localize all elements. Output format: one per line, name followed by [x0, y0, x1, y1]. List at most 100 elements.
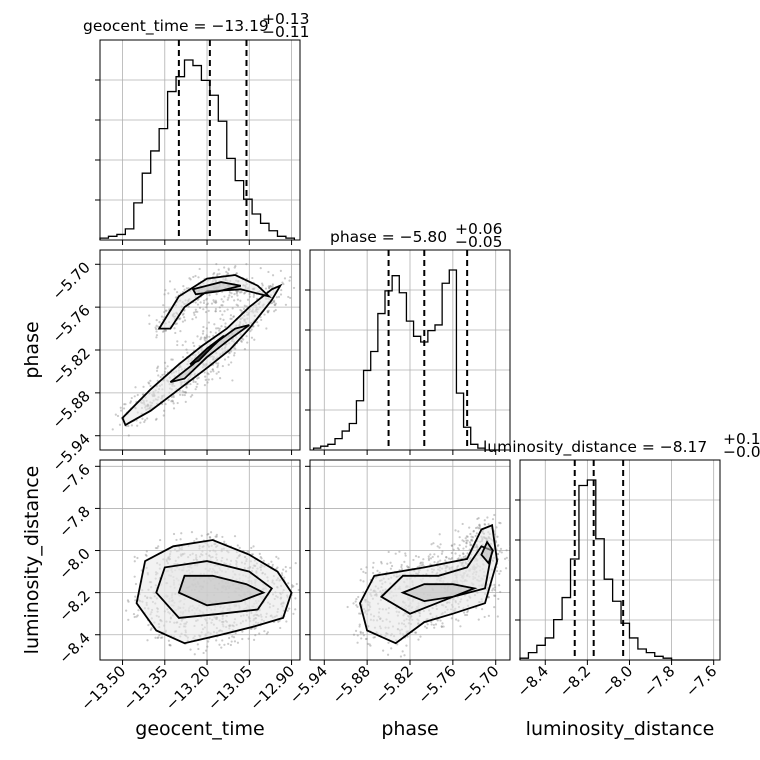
sample-point [183, 391, 186, 394]
sample-point [223, 643, 226, 646]
sample-point [450, 557, 454, 560]
sample-point [371, 566, 375, 569]
sample-point [168, 643, 171, 646]
sample-point [419, 562, 422, 565]
sample-point [219, 317, 222, 320]
sample-point [202, 301, 206, 305]
sample-point [289, 296, 292, 300]
sample-point [432, 623, 435, 627]
sample-point [170, 400, 173, 403]
sample-point [204, 649, 208, 652]
sample-point [455, 618, 458, 621]
sample-point [217, 362, 220, 365]
sample-point [493, 583, 496, 586]
sample-point [386, 653, 390, 656]
sample-point [292, 612, 295, 615]
sample-point [474, 534, 477, 538]
sample-point [127, 434, 130, 437]
sample-point [252, 293, 256, 297]
sample-point [233, 266, 236, 269]
sample-point [230, 640, 233, 643]
sample-point [233, 354, 236, 357]
sample-point [184, 340, 187, 343]
sample-point [194, 388, 197, 391]
sample-point [243, 348, 247, 351]
sample-point [193, 540, 196, 543]
sample-point [266, 310, 269, 313]
sample-point [270, 301, 274, 305]
sample-point [195, 385, 198, 388]
x-tick-label: −13.05 [204, 662, 256, 714]
sample-point [267, 285, 270, 288]
sample-point [163, 310, 166, 314]
sample-point [204, 337, 208, 340]
sample-point [429, 563, 432, 566]
sample-point [130, 396, 133, 400]
sample-point [157, 636, 160, 639]
contour-mid [155, 560, 274, 619]
sample-point [260, 557, 263, 560]
sample-point [366, 642, 369, 645]
sample-point [194, 301, 197, 304]
title-geocent-time-plus: +0.13 [262, 10, 310, 28]
sample-point [240, 340, 243, 343]
sample-point [456, 547, 460, 550]
sample-point [232, 315, 236, 318]
contour-fill [159, 275, 269, 329]
sample-point [499, 547, 503, 550]
sample-point [141, 393, 145, 396]
sample-point [227, 296, 230, 299]
sample-point [465, 539, 468, 542]
sample-point [179, 538, 182, 541]
x-tick-label: −5.88 [329, 662, 374, 707]
sample-point [196, 377, 199, 380]
sample-point [478, 524, 481, 527]
sample-point [197, 376, 200, 379]
sample-point [462, 552, 465, 556]
sample-point [213, 271, 216, 275]
sample-point [234, 347, 237, 350]
sample-point [218, 272, 221, 275]
sample-point [197, 647, 200, 651]
sample-point [274, 308, 277, 312]
sample-point [440, 625, 443, 628]
y-tick-label: −5.88 [49, 387, 94, 432]
sample-point [215, 362, 218, 365]
sample-point [189, 395, 193, 398]
sample-point [477, 527, 480, 530]
sample-point [470, 538, 473, 541]
sample-point [172, 395, 175, 399]
sample-point [355, 604, 358, 607]
sample-point [215, 639, 218, 642]
sample-point [166, 365, 169, 368]
sample-point [193, 653, 196, 656]
sample-point [229, 317, 232, 320]
sample-point [462, 540, 466, 543]
sample-point [292, 286, 296, 290]
sample-point [242, 338, 245, 341]
sample-point [500, 551, 503, 554]
sample-point [457, 530, 460, 533]
sample-point [205, 335, 209, 339]
sample-point [277, 557, 280, 560]
sample-point [133, 575, 136, 578]
sample-point [387, 550, 390, 554]
panel-frame [519, 459, 721, 661]
sample-point [165, 309, 168, 312]
sample-point [253, 338, 256, 341]
sample-point [418, 565, 421, 568]
sample-point [372, 571, 375, 575]
ylabel-phase: phase [21, 321, 43, 378]
sample-point [487, 596, 490, 599]
sample-point [213, 300, 216, 304]
sample-point [183, 288, 186, 291]
sample-point [259, 316, 262, 319]
sample-point [206, 372, 209, 375]
contour-inner [400, 583, 478, 603]
scatter-panel-luminosity-distance-vs-geocent-time: −13.50−13.35−13.20−13.05−12.90 −8.4 −8.2 −8… [55, 459, 301, 714]
sample-point [483, 523, 487, 526]
sample-point [269, 285, 272, 288]
sample-point [143, 420, 146, 424]
sample-point [251, 553, 254, 556]
sample-point [249, 627, 253, 631]
